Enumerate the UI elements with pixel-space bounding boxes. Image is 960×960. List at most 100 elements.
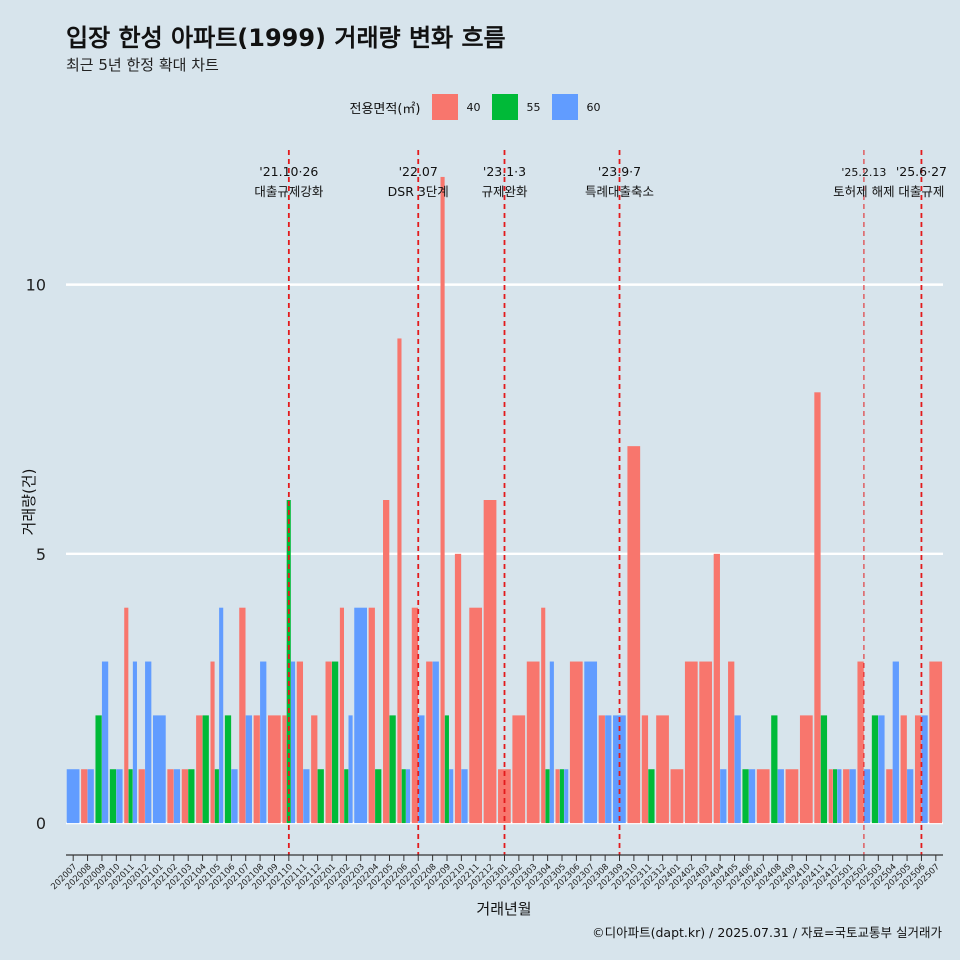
bar-202110-60 <box>291 661 296 824</box>
bar-202405-40 <box>728 661 735 824</box>
source-caption: ©디아파트(dapt.kr) / 2025.07.31 / 자료=국토교통부 실… <box>592 925 942 940</box>
bar-202401-40 <box>670 769 684 824</box>
bar-202501-60 <box>849 769 856 824</box>
legend-title: 전용면적(㎡) <box>349 101 421 117</box>
bar-202106-55 <box>224 715 232 824</box>
bar-202207-40 <box>411 607 419 824</box>
bar-202310-40 <box>627 446 641 824</box>
bar-202408-55 <box>771 715 778 824</box>
bar-202201-55 <box>331 661 339 824</box>
bar-202503-60 <box>878 715 885 824</box>
bar-202108-40 <box>253 715 260 824</box>
bar-202412-40 <box>828 769 833 824</box>
bar-202111-60 <box>303 769 310 824</box>
bar-202308-40 <box>598 715 605 824</box>
bar-202009-60 <box>101 661 109 824</box>
event-date-3: '23.9·7 <box>598 164 641 179</box>
bar-202112-40 <box>311 715 318 824</box>
bar-202203-60 <box>354 607 367 824</box>
bar-202407-40 <box>756 769 770 824</box>
legend-label-55: 55 <box>526 100 541 114</box>
bar-202304-55 <box>545 769 550 824</box>
bar-202209-40 <box>440 176 445 824</box>
legend-key-55 <box>492 94 519 120</box>
bar-202009-55 <box>95 715 102 824</box>
bar-202209-55 <box>444 715 449 824</box>
chart-title: 입장 한성 아파트(1999) 거래량 변화 흐름 <box>66 24 506 52</box>
bar-202305-55 <box>559 769 564 824</box>
bar-202008-60 <box>87 769 94 824</box>
bar-202209-60 <box>449 769 454 824</box>
bar-202102-60 <box>173 769 181 824</box>
bar-202307-60 <box>584 661 598 824</box>
bar-202205-55 <box>389 715 396 824</box>
event-label-1: DSR 3단계 <box>388 184 449 199</box>
bar-202112-55 <box>317 769 324 824</box>
bar-202103-40 <box>181 769 189 824</box>
event-label-5: 대출규제 <box>898 184 944 199</box>
bar-202504-60 <box>892 661 899 824</box>
bar-202208-60 <box>432 661 439 824</box>
bar-202306-40 <box>569 661 583 824</box>
x-axis-title: 거래년월 <box>476 900 531 918</box>
bar-202206-60 <box>406 769 411 824</box>
bar-202207-60 <box>418 715 425 824</box>
bar-202010-55 <box>109 769 117 824</box>
legend-key-60 <box>552 94 579 120</box>
bar-202110-55 <box>286 500 291 824</box>
bar-202012-40 <box>138 769 145 824</box>
bar-202311-40 <box>641 715 649 824</box>
event-date-0: '21.10·26 <box>259 164 318 179</box>
bar-202105-55 <box>214 769 219 824</box>
bar-layer <box>66 176 943 824</box>
bar-202506-60 <box>921 715 928 824</box>
bar-202204-55 <box>375 769 382 824</box>
bar-202202-55 <box>344 769 349 824</box>
bar-202505-40 <box>900 715 907 824</box>
bar-202305-60 <box>564 769 569 824</box>
chart-subtitle: 최근 5년 한정 확대 차트 <box>66 56 219 74</box>
y-tick-label: 0 <box>36 814 46 833</box>
bar-202507-40 <box>929 661 943 824</box>
bar-202202-40 <box>339 607 344 824</box>
legend-label-40: 40 <box>466 100 481 114</box>
bar-202410-40 <box>799 715 813 824</box>
bar-202012-60 <box>145 661 152 824</box>
bar-202406-60 <box>748 769 756 824</box>
bar-202104-55 <box>202 715 209 824</box>
bar-202206-55 <box>401 769 406 824</box>
event-label-3: 특례대출축소 <box>585 184 654 199</box>
bar-202104-40 <box>196 715 203 824</box>
bar-202504-40 <box>886 769 893 824</box>
y-tick-label: 5 <box>36 545 46 564</box>
event-label-0: 대출규제강화 <box>254 184 324 199</box>
bar-202403-40 <box>699 661 713 824</box>
bar-202008-40 <box>81 769 88 824</box>
bar-202505-60 <box>907 769 914 824</box>
bar-202204-40 <box>368 607 375 824</box>
event-date-4: '25.2.13 <box>841 166 886 179</box>
bar-202502-60 <box>863 769 871 824</box>
bar-202404-40 <box>713 553 720 824</box>
bar-202304-40 <box>541 607 546 824</box>
bar-202412-55 <box>833 769 838 824</box>
annotation-layer: '21.10·26 대출규제강화 '22.07 DSR 3단계 '23.1·3 규제완화 '… <box>254 150 947 855</box>
bar-202111-40 <box>296 661 304 824</box>
bar-202010-60 <box>116 769 123 824</box>
bar-202308-60 <box>605 715 612 824</box>
bar-202303-40 <box>526 661 540 824</box>
bar-202501-40 <box>843 769 850 824</box>
bar-202301-40 <box>498 769 511 824</box>
bar-202108-60 <box>260 661 267 824</box>
bar-202210-60 <box>461 769 468 824</box>
bar-202202-60 <box>348 715 353 824</box>
event-date-1: '22.07 <box>399 164 438 179</box>
bar-202405-60 <box>734 715 741 824</box>
event-date-5: '25.6·27 <box>896 164 947 179</box>
bar-202103-55 <box>188 769 195 824</box>
bar-202205-40 <box>383 500 390 824</box>
bar-202011-55 <box>128 769 133 824</box>
bar-202212-40 <box>483 500 497 824</box>
bar-202402-40 <box>684 661 698 824</box>
